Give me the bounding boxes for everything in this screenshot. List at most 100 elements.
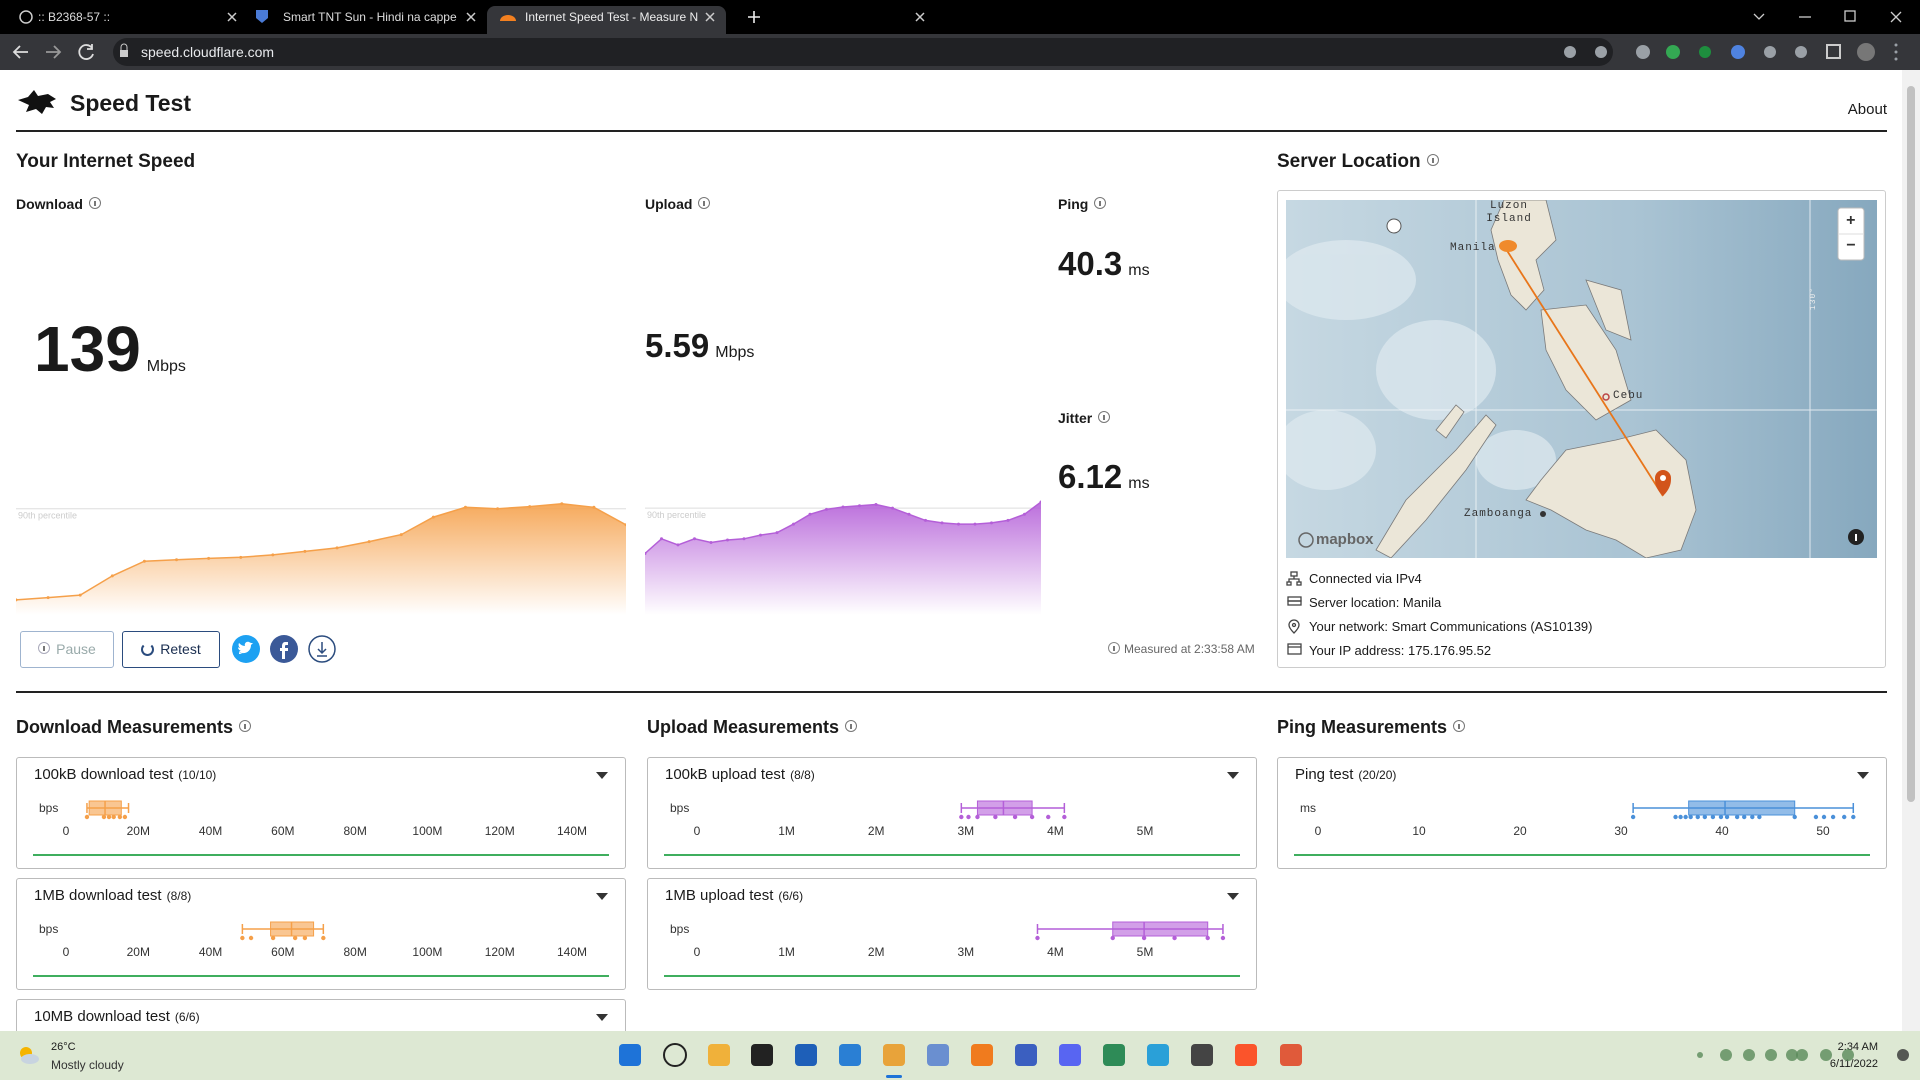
box (1688, 800, 1796, 816)
button-label: Pause (56, 641, 96, 657)
info-icon[interactable] (1426, 153, 1439, 166)
app-icon[interactable] (927, 1044, 949, 1066)
info-icon[interactable] (1094, 197, 1107, 210)
toolbar-icons (12, 38, 1898, 66)
x-tick-label: 120M (485, 824, 515, 838)
page-title: Speed Test (70, 90, 191, 116)
app-icon[interactable] (1059, 1044, 1081, 1066)
app-icon[interactable] (751, 1044, 773, 1066)
box-plot: 0 1M 2M 3M 4M 5M (664, 921, 1240, 977)
info-icon[interactable] (1453, 720, 1466, 733)
x-tick-label: 1M (778, 824, 795, 838)
collapse-toggle[interactable] (1226, 891, 1240, 901)
speed-point (808, 512, 812, 516)
measurement-panel: 1MB download test (8/8) bps 0 20M 40M 60M 80M 10… (16, 878, 626, 990)
zoom-out[interactable]: − (1846, 237, 1856, 255)
test-count: (8/8) (790, 768, 815, 782)
data-point (1220, 935, 1226, 941)
zoom-in[interactable]: + (1846, 212, 1856, 230)
data-point (302, 935, 308, 941)
speed-point (463, 505, 467, 509)
data-point (1792, 814, 1797, 820)
info-icon[interactable] (1098, 411, 1111, 424)
app-icon[interactable] (1235, 1044, 1257, 1066)
x-tick-label: 2M (868, 945, 885, 959)
x-tick-label: 0 (63, 824, 70, 838)
speed-point (528, 505, 532, 509)
speed-point (645, 552, 647, 555)
app-icon[interactable] (619, 1044, 641, 1066)
box-plot: 0 20M 40M 60M 80M 100M 120M 140M (33, 921, 609, 977)
x-tick-label: 40M (199, 824, 222, 838)
app-icon[interactable] (663, 1043, 687, 1067)
collapse-toggle[interactable] (595, 891, 609, 901)
value: 5.59 (645, 327, 710, 364)
app-icon[interactable] (1147, 1044, 1169, 1066)
about-link[interactable]: About (1847, 101, 1887, 118)
app-icon[interactable] (1280, 1044, 1302, 1066)
speed-point (46, 596, 50, 600)
server-info: Connected via IPv4 (1309, 571, 1422, 586)
scroll-thumb[interactable] (1907, 86, 1915, 802)
unit-label: bps (39, 922, 59, 936)
collapse-toggle[interactable] (595, 770, 609, 780)
taskbar: 26°C Mostly cloudy 2:34 AM 6/11/2022 (0, 1031, 1920, 1080)
triangle (596, 1014, 608, 1021)
app-icon[interactable] (971, 1044, 993, 1066)
data-point (270, 935, 276, 941)
tab[interactable]: :: B2368-57 :: (0, 6, 245, 34)
test-name: 1MB download test (34, 887, 162, 904)
url[interactable]: speed.cloudflare.com (141, 44, 275, 60)
collapse-toggle[interactable] (1226, 770, 1240, 780)
x-tick-label: 3M (957, 824, 974, 838)
x-tick-label: 20M (127, 824, 150, 838)
info-icon[interactable] (698, 197, 711, 210)
triangle (596, 893, 608, 900)
value: 139 (34, 313, 141, 385)
data-point (1110, 935, 1115, 941)
speed-point (592, 505, 596, 509)
triangle (596, 772, 608, 779)
x-tick-label: 40 (1715, 824, 1729, 838)
info-icon[interactable] (845, 720, 858, 733)
map-label: Cebu (1613, 390, 1644, 402)
measurement-panel: Ping test (20/20) ms 0 10 20 30 40 50 (1277, 757, 1887, 869)
unit-label: bps (39, 801, 59, 815)
server-info: Your network: Smart Communications (AS10… (1309, 619, 1593, 634)
app-icon[interactable] (1103, 1044, 1125, 1066)
retest-button[interactable]: Retest (122, 631, 220, 668)
map[interactable]: Luzon Island Manila Cebu Zamboanga 130° … (1286, 200, 1877, 558)
data-point (117, 814, 123, 820)
app-icon[interactable] (1191, 1044, 1213, 1066)
pause-icon (38, 642, 51, 655)
section-title: Upload Measurements (647, 717, 858, 738)
test-name: Ping test (1295, 766, 1354, 783)
info-icon[interactable] (239, 720, 252, 733)
x-tick-label: 140M (557, 824, 587, 838)
app-icon[interactable] (708, 1044, 730, 1066)
speed-area (645, 502, 1041, 615)
speed-point (624, 523, 626, 527)
scrollbar[interactable] (1902, 70, 1920, 1031)
app-icon[interactable] (839, 1044, 861, 1066)
x-tick-label: 20 (1513, 824, 1527, 838)
tab[interactable]: Internet Speed Test - Measure N (487, 6, 726, 34)
label-text: Jitter (1058, 410, 1093, 426)
app-icon[interactable] (1015, 1044, 1037, 1066)
unit: Mbps (146, 358, 186, 375)
pause-button[interactable]: Pause (20, 631, 114, 668)
collapse-toggle[interactable] (595, 1012, 609, 1022)
value: 40.3 (1058, 245, 1123, 282)
app-icon[interactable] (883, 1044, 905, 1066)
data-point (111, 814, 116, 820)
tab[interactable]: Smart TNT Sun - Hindi na cappe (245, 6, 483, 34)
data-point (1678, 814, 1683, 820)
data-point (292, 935, 298, 941)
x-tick-label: 2M (868, 824, 885, 838)
info-icon[interactable] (88, 197, 101, 210)
speed-point (431, 515, 435, 519)
app-icon[interactable] (795, 1044, 817, 1066)
collapse-toggle[interactable] (1856, 770, 1870, 780)
speed-point (874, 503, 878, 506)
speed-chart: 90th percentile (645, 500, 1041, 615)
